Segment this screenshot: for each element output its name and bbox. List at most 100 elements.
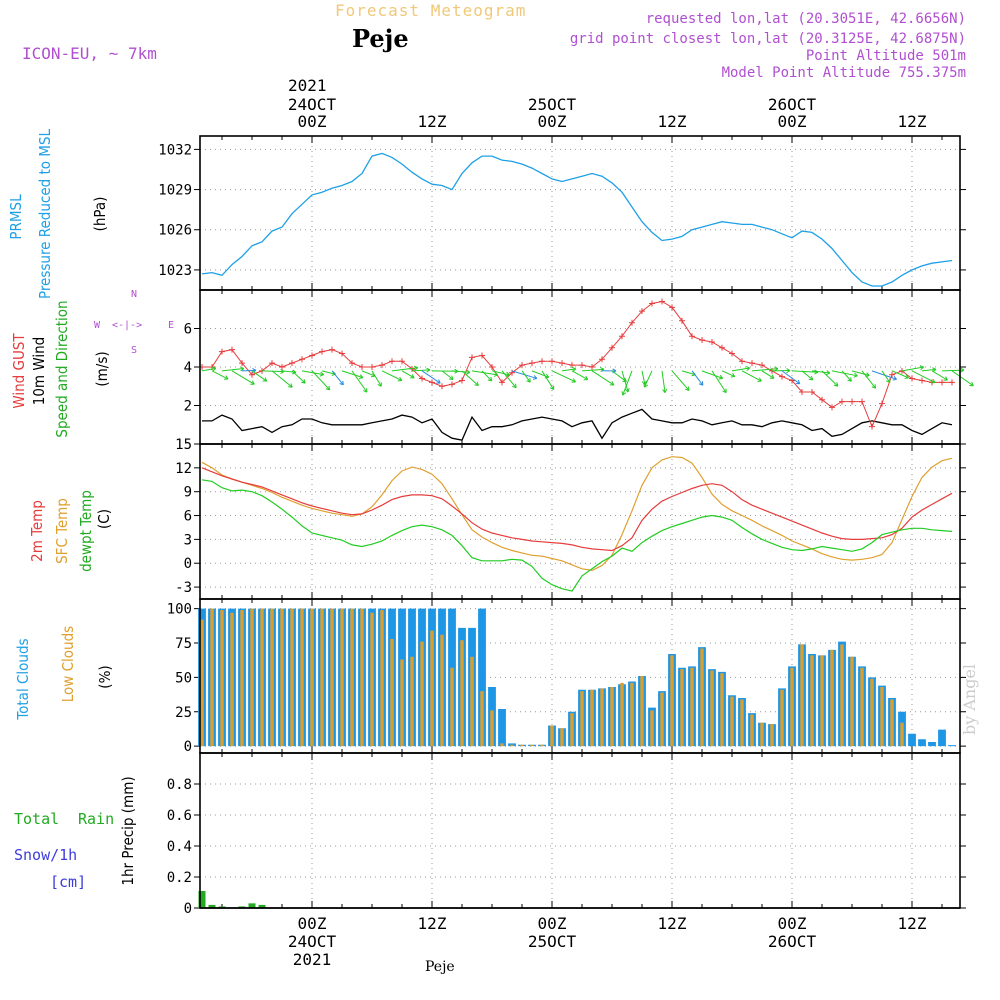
wind-arrow xyxy=(311,370,331,391)
gust-point xyxy=(229,346,235,353)
y-tick-label: 3 xyxy=(184,532,192,548)
wind-arrow-head xyxy=(722,388,727,394)
low-cloud-bar xyxy=(850,656,854,747)
wind-arrow-head xyxy=(624,388,630,393)
rain-label: Rain xyxy=(78,810,115,828)
low-cloud-bar xyxy=(760,722,764,747)
total-cloud-bar xyxy=(478,608,486,747)
top-time-label: 12Z xyxy=(658,112,687,131)
wind-arrow xyxy=(231,370,255,385)
compass-e: E xyxy=(168,320,175,331)
gust-point xyxy=(809,389,815,396)
wind-arrow-head xyxy=(358,374,364,380)
wind-arrow xyxy=(791,370,818,373)
gust-point xyxy=(799,389,805,396)
low-cloud-bar xyxy=(420,641,424,747)
low-cloud-bar xyxy=(530,744,534,747)
wind-arrow-head xyxy=(609,381,615,386)
gust-point xyxy=(659,298,665,305)
wind-arrow xyxy=(761,370,775,379)
low-cloud-bar xyxy=(600,688,604,747)
wind-arrow xyxy=(371,370,382,387)
wind-arrow xyxy=(721,370,735,378)
wind-arrow xyxy=(271,370,293,388)
low-cloud-bar xyxy=(280,608,284,747)
precip-bar xyxy=(248,903,256,908)
wind-arrow xyxy=(341,370,364,379)
gust-point xyxy=(399,358,405,365)
low-cloud-bar xyxy=(730,696,734,747)
gust-point xyxy=(509,369,515,376)
low-cloud-bar xyxy=(410,656,414,747)
wind-arrow xyxy=(571,370,588,381)
gust-point xyxy=(609,344,615,351)
top-time-label: 12Z xyxy=(418,112,447,131)
low-cloud-bar xyxy=(400,659,404,747)
wind-arrow-head xyxy=(643,383,648,388)
gust-point xyxy=(949,379,955,386)
low-cloud-bar xyxy=(700,648,704,747)
wind-arrow xyxy=(751,368,778,372)
compass-n: N xyxy=(131,289,138,300)
wind-arrow xyxy=(521,370,531,383)
wind-arrow xyxy=(641,370,646,385)
gust-point xyxy=(709,338,715,345)
gust-point xyxy=(939,379,945,386)
wind-arrow-head xyxy=(319,371,324,377)
total-cloud-bar xyxy=(918,739,926,747)
compass-w: W xyxy=(94,320,101,331)
wind-arrow-head xyxy=(250,380,255,385)
y-tick-label: 0.2 xyxy=(167,870,192,886)
footer-station: Peje xyxy=(425,959,455,975)
y-tick-label: 75 xyxy=(175,636,192,652)
low-cloud-bar xyxy=(780,689,784,747)
low-cloud-bar xyxy=(500,743,504,747)
wind-arrow xyxy=(361,370,376,377)
wind-arrow-head xyxy=(853,372,858,378)
low-cloud-bar xyxy=(870,678,874,747)
gust-point xyxy=(309,352,315,359)
wind-arrow xyxy=(901,366,924,372)
gust-point xyxy=(829,404,835,411)
gust-point xyxy=(459,377,465,384)
wind-arrow xyxy=(711,370,727,393)
top-time-label: 00Z xyxy=(778,112,807,131)
gust-point xyxy=(219,348,225,355)
wind-arrow-head xyxy=(685,386,690,391)
wind-arrow-head xyxy=(943,376,948,381)
wind-arrow xyxy=(581,368,604,372)
wind-arrow xyxy=(741,370,762,382)
wind-arrow xyxy=(551,370,576,383)
y-tick-label: 12 xyxy=(175,461,192,477)
y-tick-label: 1023 xyxy=(158,263,192,279)
wind-arrow-head xyxy=(871,384,877,389)
gust-point xyxy=(639,308,645,315)
gust-point xyxy=(519,362,525,369)
snow-label: Snow/1h xyxy=(14,846,78,864)
model-label: ICON-EU, ~ 7km xyxy=(22,44,157,63)
total-cloud-bar xyxy=(928,742,936,747)
gust-point xyxy=(679,317,685,324)
low-cloud-bar xyxy=(750,714,754,747)
wind-arrow-head xyxy=(325,385,331,391)
gust-point xyxy=(359,364,365,370)
low-cloud-bar xyxy=(650,710,654,747)
gust-point xyxy=(439,383,445,390)
low-cloud-bar xyxy=(340,608,344,747)
gust-point xyxy=(289,360,295,367)
gust-point xyxy=(599,356,605,363)
wind-arrow-head xyxy=(960,367,965,373)
low-cloud-bar xyxy=(290,608,294,747)
gust-point xyxy=(299,356,305,363)
wind-arrow xyxy=(671,370,690,391)
bottom-time-label: 24OCT xyxy=(288,932,337,951)
wind-arrow xyxy=(891,370,909,379)
total-cloud-bar xyxy=(498,709,506,747)
gust-point xyxy=(469,354,475,361)
wind-arrow-head xyxy=(612,368,617,374)
y-tick-label: 2 xyxy=(184,399,192,415)
wind-arrow-head xyxy=(526,378,531,383)
low-cloud-bar xyxy=(720,673,724,747)
wind-arrow-head xyxy=(410,374,415,379)
